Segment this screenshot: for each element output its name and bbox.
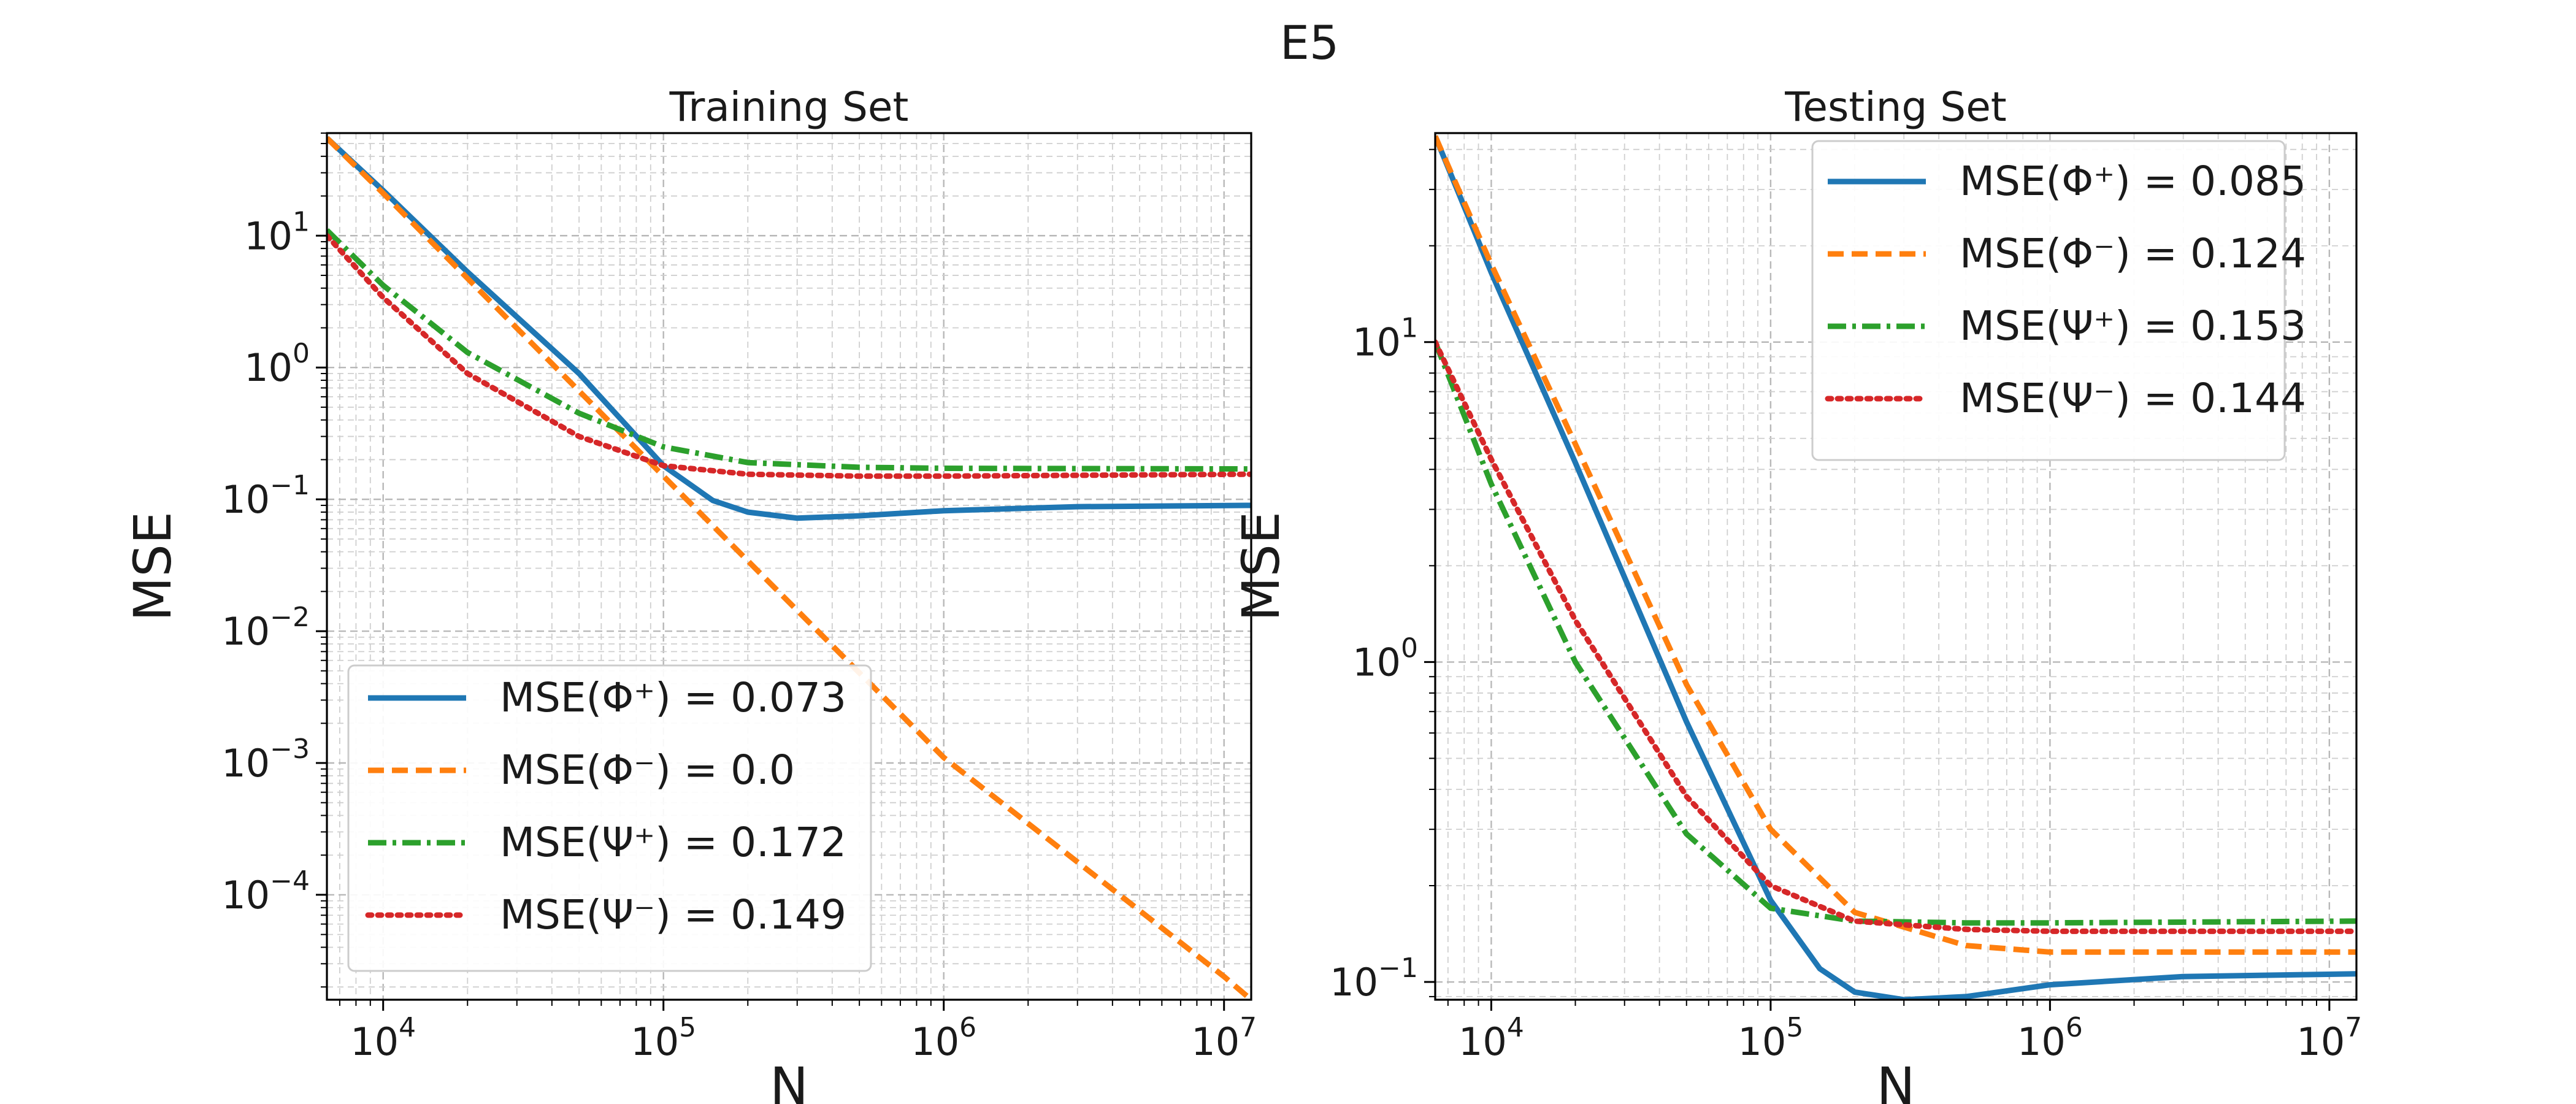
- series-line-mse-0-085: [1435, 135, 2356, 1000]
- y-tick-label: 10−4: [221, 865, 310, 918]
- y-tick-label: 101: [244, 206, 310, 258]
- series-line-mse-0-153: [1435, 341, 2356, 926]
- plot-frame: [326, 132, 1252, 1001]
- series-group: [1435, 135, 2356, 1000]
- training-set-panel: 104 105 106 107 10−4 10−3 10−2 10−1 100 101 Traini…: [123, 83, 1257, 1104]
- y-tick-label: 10−1: [221, 470, 310, 522]
- y-tick-label: 10−3: [221, 734, 310, 786]
- x-tick-label: 104: [1459, 1012, 1524, 1064]
- legend-entry: MSE(Φ⁻) = 0.124: [1960, 230, 2306, 277]
- x-axis-label: N: [770, 1056, 808, 1104]
- series-line-mse-0-073: [327, 136, 1251, 521]
- y-tick-label: 100: [1352, 632, 1418, 684]
- y-tick-label: 101: [1352, 313, 1418, 365]
- y-axis-label: MSE: [123, 512, 183, 621]
- series-line-mse-0-0: [327, 136, 1251, 1000]
- x-tick-label: 104: [350, 1012, 416, 1064]
- x-tick-label: 105: [631, 1012, 696, 1064]
- legend-entry: MSE(Ψ⁻) = 0.149: [500, 891, 846, 938]
- legend-entry: MSE(Ψ⁺) = 0.153: [1960, 302, 2306, 350]
- series-group: [327, 136, 1251, 1000]
- legend-entry: MSE(Ψ⁺) = 0.172: [500, 819, 846, 866]
- legend-entry: MSE(Φ⁺) = 0.085: [1960, 158, 2306, 205]
- x-tick-label: 106: [2017, 1012, 2083, 1064]
- legend: MSE(Φ⁺) = 0.085 MSE(Φ⁻) = 0.124 MSE(Ψ⁺) = …: [1811, 140, 2306, 461]
- plot-frame: [1434, 132, 2358, 1001]
- testing-set-panel: 104 105 106 107 10−1 100 101 Testing Set N MSE MSE…: [1231, 83, 2362, 1104]
- x-tick-label: 106: [911, 1012, 976, 1064]
- legend-frame: [1811, 140, 2286, 461]
- y-tick-label: 10−1: [1330, 953, 1418, 1005]
- series-line-mse-0-172: [327, 228, 1251, 472]
- legend-entry: MSE(Ψ⁻) = 0.144: [1960, 375, 2306, 422]
- panel-title: Training Set: [669, 83, 909, 131]
- x-tick-label: 105: [1738, 1012, 1803, 1064]
- legend-entry: MSE(Φ⁺) = 0.073: [500, 674, 846, 721]
- series-line-mse-0-144: [1435, 339, 2356, 934]
- series-line-mse-0-124: [1435, 135, 2356, 955]
- x-tick-label: 107: [2296, 1012, 2362, 1064]
- figure-title: E5: [1280, 15, 1339, 70]
- x-axis-label: N: [1877, 1056, 1915, 1104]
- x-tick-label: 107: [1191, 1012, 1257, 1064]
- series-line-mse-0-149: [327, 232, 1251, 479]
- y-tick-label: 10−2: [221, 602, 310, 654]
- legend-frame: [347, 664, 872, 972]
- legend: MSE(Φ⁺) = 0.073 MSE(Φ⁻) = 0.0 MSE(Ψ⁺) = 0.…: [347, 664, 872, 972]
- legend-entry: MSE(Φ⁻) = 0.0: [500, 746, 795, 794]
- y-axis-label: MSE: [1231, 512, 1291, 621]
- y-tick-label: 100: [244, 338, 310, 390]
- panel-title: Testing Set: [1784, 83, 2006, 131]
